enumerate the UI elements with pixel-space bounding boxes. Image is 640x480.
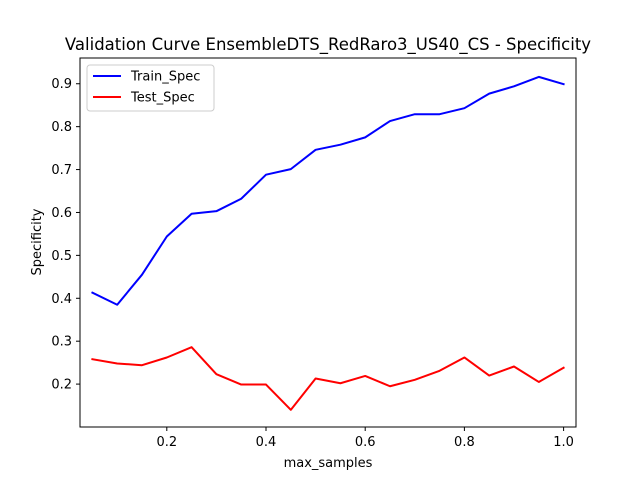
- legend-label-test: Test_Spec: [130, 91, 195, 106]
- x-tick-label: 0.2: [156, 435, 177, 450]
- y-tick-label: 0.4: [51, 292, 72, 307]
- series-line-train-spec: [91, 75, 565, 306]
- x-axis: 0.2 0.4 0.6 0.8 1.0: [156, 427, 574, 450]
- x-tick-label: 1.0: [553, 435, 574, 450]
- axes-frame: [79, 57, 577, 428]
- x-axis-label: max_samples: [284, 456, 373, 471]
- y-tick-label: 0.2: [51, 378, 72, 393]
- x-tick-label: 0.4: [256, 435, 277, 450]
- chart-title: Validation Curve EnsembleDTS_RedRaro3_US…: [65, 35, 591, 55]
- y-tick-label: 0.7: [51, 163, 72, 178]
- y-tick-label: 0.8: [51, 120, 72, 135]
- series-layer: [91, 75, 565, 411]
- y-tick-label: 0.6: [51, 206, 72, 221]
- x-tick-label: 0.8: [454, 435, 475, 450]
- legend: Train_Spec Test_Spec: [86, 64, 215, 112]
- y-axis-label: Specificity: [30, 208, 45, 275]
- y-tick-label: 0.5: [51, 249, 72, 264]
- y-tick-label: 0.9: [51, 77, 72, 92]
- y-axis: 0.2 0.3 0.4 0.5 0.6 0.7 0.8 0.9: [51, 77, 80, 393]
- x-tick-label: 0.6: [355, 435, 376, 450]
- series-line-test-spec: [91, 346, 565, 411]
- legend-label-train: Train_Spec: [130, 70, 200, 85]
- plot-area: [79, 57, 577, 428]
- y-tick-label: 0.3: [51, 335, 72, 350]
